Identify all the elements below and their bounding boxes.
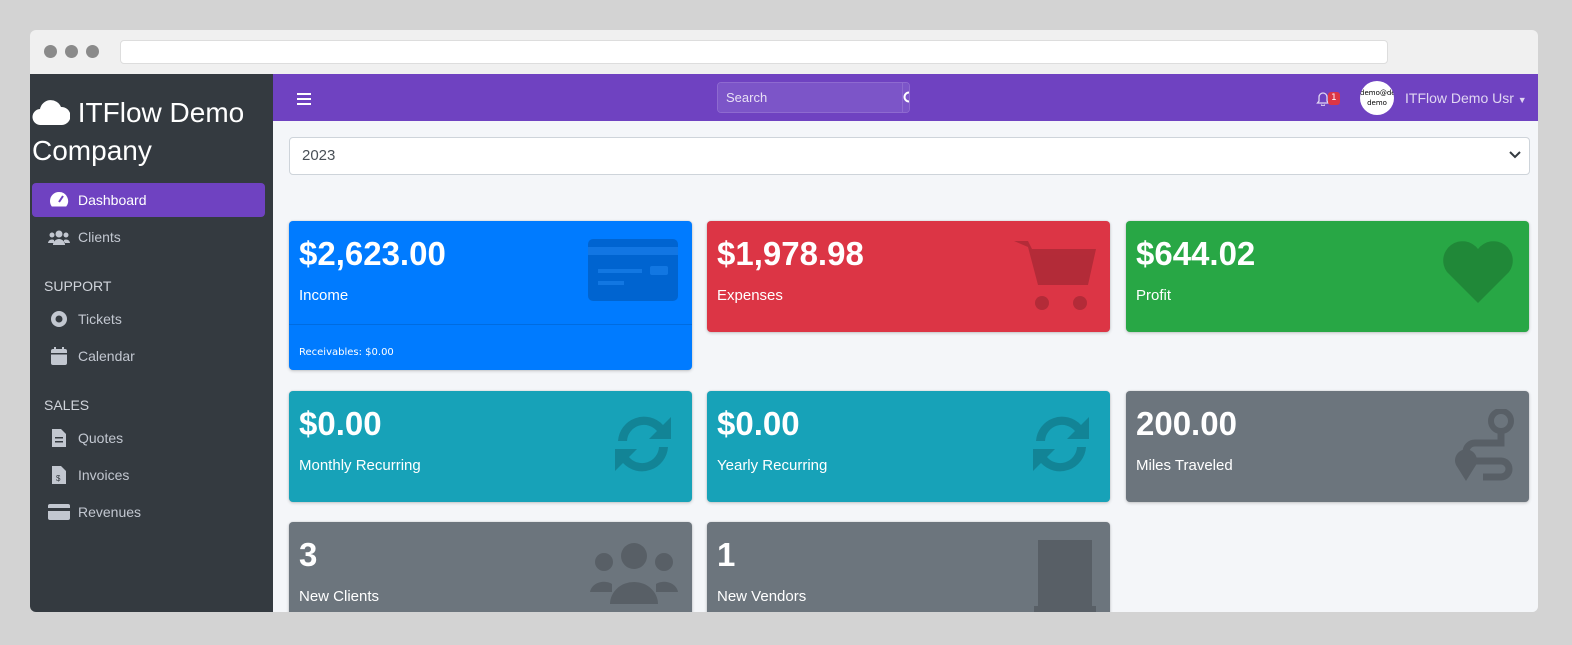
stat-label: Miles Traveled: [1136, 457, 1233, 474]
maximize-dot[interactable]: [86, 45, 99, 58]
sidebar-item-label: Tickets: [78, 311, 122, 327]
stat-card-monthly-recurring[interactable]: $0.00 Monthly Recurring: [289, 391, 692, 502]
stat-value: 200.00: [1136, 405, 1237, 442]
stat-label: Income: [299, 287, 349, 304]
sidebar-item-invoices[interactable]: $ Invoices: [32, 458, 265, 492]
menu-toggle-icon[interactable]: [297, 90, 311, 109]
stat-value: $2,623.00: [299, 235, 446, 272]
stat-card-new-vendors[interactable]: 1 New Vendors: [707, 522, 1110, 612]
bell-icon[interactable]: [1316, 91, 1330, 110]
stat-label: Monthly Recurring: [299, 457, 421, 474]
caret-down-icon: ▼: [1517, 95, 1527, 105]
minimize-dot[interactable]: [65, 45, 78, 58]
address-bar[interactable]: [120, 40, 1388, 64]
year-select-value: 2023: [302, 147, 336, 164]
stat-card-new-clients[interactable]: 3 New Clients: [289, 522, 692, 612]
building-icon: [1034, 540, 1096, 612]
notification-badge: 1: [1328, 92, 1340, 105]
stat-label: Expenses: [717, 287, 783, 304]
close-dot[interactable]: [44, 45, 57, 58]
svg-text:$: $: [56, 474, 61, 483]
sidebar-item-clients[interactable]: Clients: [32, 220, 265, 254]
stat-label: Profit: [1136, 287, 1172, 304]
stat-value: 3: [299, 536, 318, 573]
user-menu[interactable]: ITFlow Demo Usr ▼: [1405, 90, 1527, 106]
users-icon: [48, 229, 70, 245]
stat-value: $1,978.98: [717, 235, 864, 272]
sidebar-item-label: Revenues: [78, 504, 142, 520]
top-navbar: 1 demo@demo demo ITFlow Demo Usr ▼: [273, 74, 1538, 121]
stat-value: $644.02: [1136, 235, 1256, 272]
life-ring-icon: [48, 310, 70, 328]
sidebar: ITFlow Demo Company Dashboard Clients SU…: [30, 74, 273, 612]
stat-value: $0.00: [717, 405, 800, 442]
search-button[interactable]: [902, 83, 909, 112]
avatar[interactable]: demo@demo demo: [1360, 81, 1394, 115]
browser-window: ITFlow Demo Company Dashboard Clients SU…: [30, 30, 1538, 612]
stat-label: New Vendors: [717, 588, 807, 605]
sync-icon: [608, 409, 678, 483]
year-select[interactable]: 2023: [289, 137, 1530, 175]
stat-card-expenses[interactable]: $1,978.98 Expenses: [707, 221, 1110, 332]
window-controls: [44, 45, 99, 58]
credit-card-icon: [48, 504, 70, 520]
cart-icon: [1014, 239, 1096, 315]
chevron-down-icon: [1509, 151, 1521, 159]
brand[interactable]: ITFlow Demo Company: [30, 74, 273, 170]
users-icon: [590, 540, 678, 608]
sidebar-item-label: Dashboard: [78, 192, 147, 208]
search-input[interactable]: [718, 83, 902, 112]
sidebar-item-dashboard[interactable]: Dashboard: [32, 183, 265, 217]
calendar-icon: [48, 347, 70, 365]
stat-card-miles-traveled[interactable]: 200.00 Miles Traveled: [1126, 391, 1529, 502]
sidebar-item-label: Quotes: [78, 430, 124, 446]
sidebar-item-label: Invoices: [78, 467, 130, 483]
stat-card-yearly-recurring[interactable]: $0.00 Yearly Recurring: [707, 391, 1110, 502]
section-header-sales: SALES: [44, 397, 90, 413]
sync-icon: [1026, 409, 1096, 483]
user-name: ITFlow Demo Usr: [1405, 90, 1514, 106]
sidebar-item-revenues[interactable]: Revenues: [32, 495, 265, 529]
sidebar-item-calendar[interactable]: Calendar: [32, 339, 265, 373]
stat-footer: Receivables: $0.00: [289, 324, 692, 370]
invoice-icon: $: [48, 466, 70, 484]
cloud-icon: [32, 100, 71, 126]
stat-value: 1: [717, 536, 736, 573]
route-icon: [1453, 408, 1515, 485]
stat-card-income[interactable]: $2,623.00 Income Receivables: $0.00: [289, 221, 692, 370]
stat-value: $0.00: [299, 405, 382, 442]
brand-title: ITFlow Demo Company: [32, 97, 245, 166]
search-icon: [903, 91, 909, 102]
sidebar-item-label: Calendar: [78, 348, 135, 364]
stat-label: New Clients: [299, 588, 380, 605]
search-form: [717, 82, 910, 113]
heart-icon: [1441, 239, 1515, 309]
dashboard-icon: [48, 191, 70, 209]
main-content: 2023 $2,623.00 Income Receivables: $0.00 $1…: [273, 121, 1538, 612]
credit-card-icon: [588, 239, 678, 305]
sidebar-item-label: Clients: [78, 229, 121, 245]
sidebar-item-quotes[interactable]: Quotes: [32, 421, 265, 455]
stat-label: Yearly Recurring: [717, 457, 828, 474]
section-header-support: SUPPORT: [44, 278, 112, 294]
sidebar-item-tickets[interactable]: Tickets: [32, 302, 265, 336]
stat-card-profit[interactable]: $644.02 Profit: [1126, 221, 1529, 332]
file-icon: [48, 429, 70, 447]
